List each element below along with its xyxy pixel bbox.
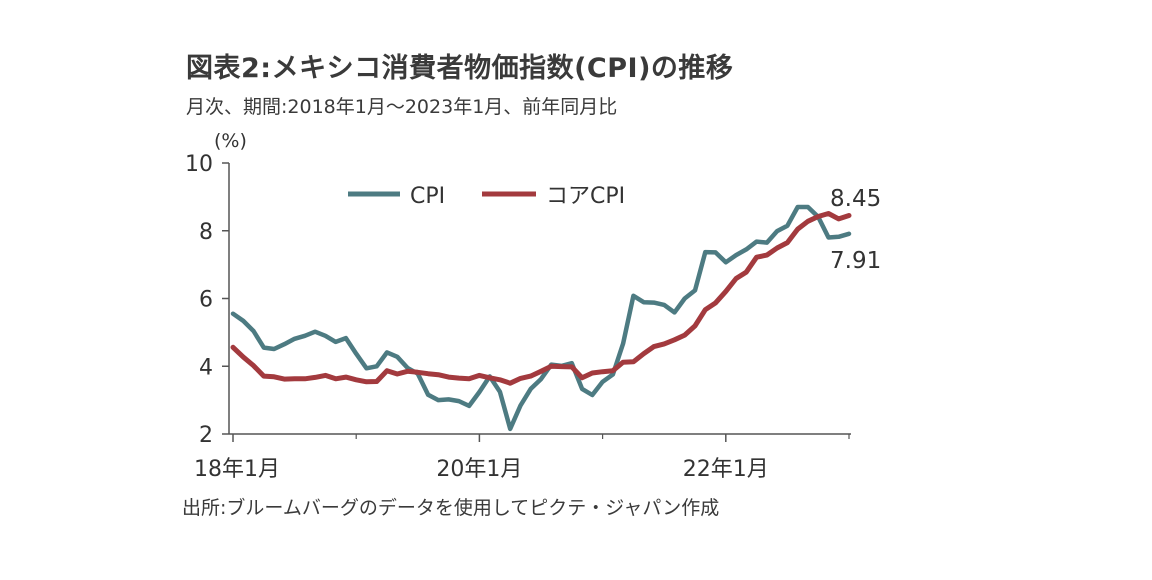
series-line-cpi [230,204,852,432]
chart-title: 図表2:メキシコ消費者物価指数(CPI)の推移 [186,53,734,84]
x-tick-label: 18年1月 [194,457,280,482]
y-tick-label: 8 [199,220,213,245]
y-tick-label: 2 [199,423,213,448]
y-tick-label: 10 [185,152,213,177]
y-unit-label: (%) [214,130,247,152]
legend: CPI コアCPI [348,184,625,209]
x-axis: 18年1月 20年1月 22年1月 [194,433,851,482]
annotation-core-cpi-last: 8.45 [830,186,881,212]
chart-subtitle: 月次、期間:2018年1月～2023年1月、前年同月比 [186,96,618,118]
legend-label-core-cpi: コアCPI [546,184,625,209]
x-tick-label: 20年1月 [436,457,522,482]
y-axis: 2 4 6 8 10 [185,152,230,448]
plot-area [230,204,852,432]
legend-label-cpi: CPI [410,184,445,209]
annotation-cpi-last: 7.91 [830,248,881,274]
y-tick-label: 4 [199,355,213,380]
series-line-core-cpi [230,211,852,386]
y-tick-label: 6 [199,288,213,313]
source-note: 出所:ブルームバーグのデータを使用してピクテ・ジャパン作成 [182,497,720,519]
x-tick-label: 22年1月 [683,457,769,482]
